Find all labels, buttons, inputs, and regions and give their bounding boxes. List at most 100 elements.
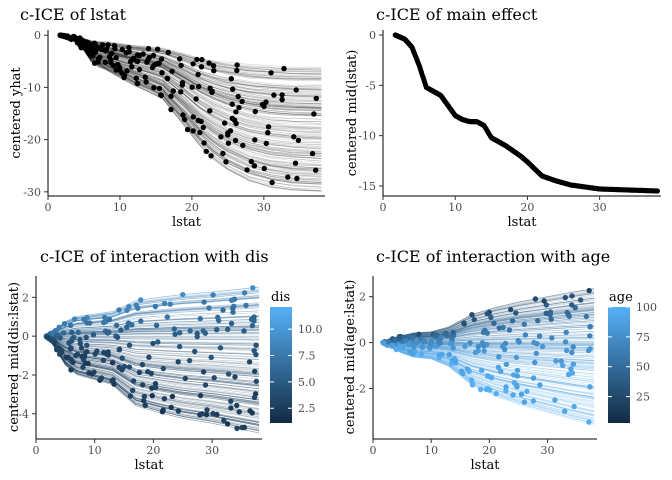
ice-point (452, 358, 459, 364)
ice-point (116, 347, 123, 353)
ice-point (155, 46, 161, 52)
ice-curve (382, 342, 595, 405)
legend-tick-label: 5.0 (298, 376, 316, 389)
ice-point (514, 373, 520, 379)
ice-point (475, 343, 481, 350)
ice-point (234, 67, 240, 74)
ice-point (101, 314, 108, 321)
ice-point (181, 116, 188, 123)
ice-point (248, 316, 255, 322)
ice-curve (382, 342, 595, 421)
ice-point (587, 324, 593, 330)
ice-point (233, 109, 239, 115)
ice-curve (45, 305, 260, 337)
ice-point (102, 59, 109, 65)
ice-point (81, 353, 88, 360)
ice-point (265, 130, 271, 136)
ice-point (524, 388, 530, 395)
ice-point (190, 61, 196, 67)
ice-point (530, 375, 537, 381)
ice-point (548, 316, 554, 322)
ice-point (178, 89, 184, 95)
ice-point (503, 388, 509, 394)
x-tick-label: 10 (113, 201, 127, 214)
panel-main-effect-ylabel: centered mid(lstat) (345, 50, 360, 177)
ice-point (135, 305, 141, 311)
ice-point (450, 345, 456, 351)
ice-curve (45, 335, 260, 355)
ice-point (232, 137, 239, 144)
ice-point (503, 384, 509, 390)
ice-curve (45, 335, 260, 405)
ice-point (568, 366, 574, 372)
ice-point (558, 358, 564, 364)
ice-point (509, 318, 516, 324)
ice-point (210, 62, 217, 69)
x-tick-label: 0 (370, 444, 377, 457)
ice-point (178, 62, 184, 69)
ice-curve (382, 342, 595, 353)
ice-point (197, 392, 204, 399)
ice-point (543, 310, 549, 316)
panel-dis-title: c-ICE of interaction with dis (40, 247, 269, 266)
x-tick-label: 0 (45, 201, 52, 214)
ice-point (129, 387, 136, 394)
ice-point (161, 396, 168, 402)
ice-point (469, 312, 475, 318)
ice-curve (60, 34, 322, 192)
ice-point (204, 407, 210, 413)
ice-point (182, 375, 188, 382)
ice-curve (45, 304, 260, 337)
ice-curve (45, 336, 260, 430)
ice-point (112, 45, 118, 52)
ice-point (92, 351, 98, 357)
ice-point (236, 104, 242, 111)
ice-point (119, 355, 125, 361)
ice-point (482, 327, 488, 333)
ice-curve (382, 342, 595, 423)
ice-curve (45, 335, 260, 416)
ice-curve (45, 335, 260, 358)
ice-point (246, 359, 253, 365)
ice-curve (382, 342, 595, 359)
ice-point (52, 328, 59, 334)
ice-curve (382, 342, 595, 350)
ice-point (496, 325, 502, 331)
ice-point (563, 347, 570, 354)
ice-point (78, 45, 84, 51)
ice-point (200, 124, 206, 131)
ice-point (109, 378, 115, 384)
legend-tick-label: 25 (636, 391, 650, 404)
ice-curve (382, 342, 595, 348)
ice-point (95, 56, 102, 62)
ice-point (194, 330, 200, 337)
ice-curve (45, 310, 260, 337)
ice-curve (382, 342, 595, 347)
ice-point (105, 42, 111, 48)
ice-point (522, 332, 529, 338)
ice-point (100, 42, 106, 48)
ice-point (253, 351, 259, 358)
ice-point (503, 361, 510, 368)
ice-point (194, 56, 200, 63)
ice-point (313, 95, 319, 102)
ice-point (587, 346, 593, 352)
ice-point (215, 314, 221, 320)
panel-main-effect-xlabel: lstat (507, 215, 537, 230)
x-tick-label: 10 (424, 444, 438, 457)
ice-point (560, 362, 566, 369)
ice-point (485, 373, 491, 379)
ice-point (233, 120, 239, 127)
ice-point (229, 115, 235, 122)
ice-point (66, 34, 72, 40)
ice-point (514, 367, 521, 374)
ice-point (206, 305, 212, 311)
ice-point (243, 302, 249, 309)
ice-curve (45, 335, 260, 352)
ice-point (396, 335, 403, 342)
ice-point (138, 318, 144, 324)
ice-curve (45, 335, 260, 341)
ice-point (292, 160, 299, 166)
ice-curve (60, 34, 322, 192)
